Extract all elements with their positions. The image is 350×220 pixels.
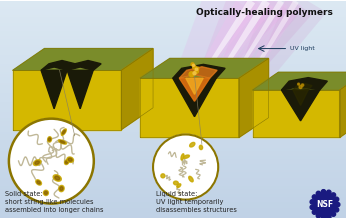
Polygon shape xyxy=(48,137,51,142)
Circle shape xyxy=(331,193,336,197)
Polygon shape xyxy=(169,0,266,98)
Polygon shape xyxy=(140,59,268,78)
Circle shape xyxy=(310,205,314,209)
Polygon shape xyxy=(181,154,184,160)
Circle shape xyxy=(193,64,195,66)
Polygon shape xyxy=(173,64,225,78)
Circle shape xyxy=(301,84,304,86)
Circle shape xyxy=(316,214,321,218)
Polygon shape xyxy=(44,191,48,194)
Polygon shape xyxy=(217,0,284,102)
Polygon shape xyxy=(13,70,121,130)
Circle shape xyxy=(321,190,326,194)
Polygon shape xyxy=(60,187,63,191)
Polygon shape xyxy=(179,67,217,78)
Polygon shape xyxy=(187,0,255,99)
Circle shape xyxy=(9,119,94,204)
Polygon shape xyxy=(203,0,270,101)
Text: NSF: NSF xyxy=(316,200,334,209)
Polygon shape xyxy=(233,0,299,104)
Circle shape xyxy=(327,214,331,219)
Polygon shape xyxy=(55,176,60,180)
Circle shape xyxy=(195,68,198,70)
Circle shape xyxy=(313,193,337,216)
Circle shape xyxy=(191,63,194,66)
Polygon shape xyxy=(200,0,274,101)
Polygon shape xyxy=(67,70,93,109)
Polygon shape xyxy=(62,130,65,134)
Polygon shape xyxy=(253,90,340,138)
Polygon shape xyxy=(121,49,153,130)
Circle shape xyxy=(327,190,331,194)
Polygon shape xyxy=(174,181,178,185)
Polygon shape xyxy=(340,72,350,138)
Polygon shape xyxy=(13,49,153,70)
Circle shape xyxy=(196,67,199,70)
Polygon shape xyxy=(67,61,101,70)
Polygon shape xyxy=(67,157,73,162)
Text: Solid state:
short string-like molecules
assembled into longer chains: Solid state: short string-like molecules… xyxy=(5,191,104,213)
Polygon shape xyxy=(59,185,64,192)
Circle shape xyxy=(298,83,300,85)
Text: Optically-healing polymers: Optically-healing polymers xyxy=(196,8,333,17)
Circle shape xyxy=(193,66,196,69)
Polygon shape xyxy=(61,129,66,135)
Polygon shape xyxy=(140,78,239,138)
Polygon shape xyxy=(183,155,189,158)
Polygon shape xyxy=(65,161,68,163)
Circle shape xyxy=(331,212,336,216)
Polygon shape xyxy=(35,161,40,164)
Polygon shape xyxy=(293,90,308,105)
Circle shape xyxy=(321,215,326,220)
Polygon shape xyxy=(239,59,268,138)
Polygon shape xyxy=(242,0,327,107)
Circle shape xyxy=(334,208,339,212)
Polygon shape xyxy=(184,0,259,99)
Polygon shape xyxy=(48,138,51,141)
Polygon shape xyxy=(226,0,313,105)
Polygon shape xyxy=(173,78,216,117)
Text: UV light: UV light xyxy=(290,46,315,51)
Polygon shape xyxy=(281,90,320,121)
Polygon shape xyxy=(189,0,281,102)
Polygon shape xyxy=(253,72,350,90)
Polygon shape xyxy=(43,190,48,196)
Polygon shape xyxy=(179,78,210,101)
Circle shape xyxy=(312,210,317,214)
Polygon shape xyxy=(41,61,75,70)
Polygon shape xyxy=(281,78,327,90)
Polygon shape xyxy=(58,140,66,144)
Polygon shape xyxy=(189,176,193,182)
Polygon shape xyxy=(64,160,69,165)
Text: Liquid state:
UV light temporarily
disassembles structures: Liquid state: UV light temporarily disas… xyxy=(156,191,237,213)
Circle shape xyxy=(153,134,218,200)
Polygon shape xyxy=(207,0,298,104)
Circle shape xyxy=(310,200,314,204)
Polygon shape xyxy=(41,70,67,109)
Polygon shape xyxy=(190,142,195,147)
Polygon shape xyxy=(60,141,65,143)
Circle shape xyxy=(189,72,194,77)
Polygon shape xyxy=(186,78,203,94)
Polygon shape xyxy=(161,174,165,178)
Circle shape xyxy=(334,197,339,202)
Polygon shape xyxy=(199,145,203,150)
Polygon shape xyxy=(216,0,288,103)
Circle shape xyxy=(316,191,321,196)
Circle shape xyxy=(299,86,302,89)
Polygon shape xyxy=(33,160,41,166)
Circle shape xyxy=(312,195,317,199)
Polygon shape xyxy=(53,175,61,181)
Polygon shape xyxy=(36,180,42,185)
Circle shape xyxy=(193,72,196,75)
Circle shape xyxy=(195,69,198,73)
Circle shape xyxy=(336,202,340,207)
Polygon shape xyxy=(37,181,40,184)
Polygon shape xyxy=(231,0,302,105)
Polygon shape xyxy=(68,158,72,161)
Polygon shape xyxy=(177,184,181,187)
Polygon shape xyxy=(293,83,312,90)
